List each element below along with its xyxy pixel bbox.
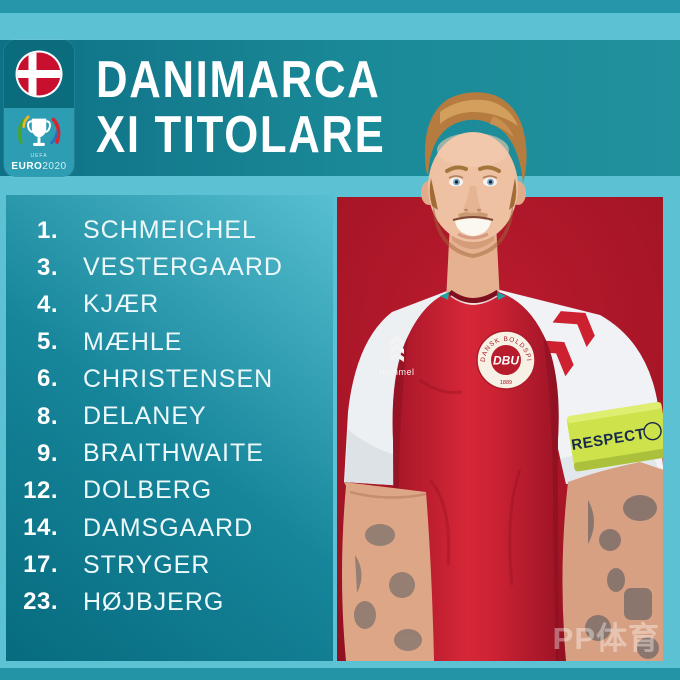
- player-number: 3.: [36, 253, 58, 281]
- player-hair: [424, 92, 527, 210]
- svg-text:hummel: hummel: [379, 367, 414, 377]
- euro2020-label: EURO2020: [11, 161, 67, 172]
- lineup-list: 1. SCHMEICHEL 3. VESTERGAARD 4. KJÆR 5. MÆHL…: [6, 195, 333, 661]
- top-edge-strip: [0, 0, 680, 13]
- page-title: DANIMARCA XI TITOLARE: [96, 53, 441, 163]
- nose: [463, 186, 482, 214]
- player-row: 8. DELANEY: [6, 398, 333, 435]
- player-name: DOLBERG: [83, 476, 213, 505]
- player-row: 23. HØJBJERG: [6, 584, 333, 621]
- eyebrows: [445, 165, 501, 173]
- player-row: 3. VESTERGAARD: [6, 249, 333, 286]
- player-name: DAMSGAARD: [83, 513, 254, 542]
- pp-sports-watermark: PP体育: [552, 621, 660, 656]
- player-row: 9. BRAITHWAITE: [6, 435, 333, 472]
- player-row: 5. MÆHLE: [6, 324, 333, 361]
- team-name-title: DANIMARCA: [96, 51, 381, 109]
- tattooed-right-forearm: [562, 462, 663, 661]
- respect-armband: RESPECT: [566, 401, 663, 472]
- euro2020-trophy-icon: [17, 115, 61, 146]
- player-row: 17. STRYGER: [6, 547, 333, 584]
- player-name: HØJBJERG: [83, 587, 225, 616]
- player-name: STRYGER: [83, 550, 211, 579]
- denmark-flag-icon: [15, 50, 63, 98]
- uefa-label: UEFA: [30, 153, 48, 159]
- player-row: 4. KJÆR: [6, 286, 333, 323]
- player-name: KJÆR: [83, 290, 160, 319]
- starting-xi-subtitle: XI TITOLARE: [96, 106, 386, 164]
- player-row: 1. SCHMEICHEL: [6, 212, 333, 249]
- player-neck: [446, 222, 500, 309]
- svg-text:1889: 1889: [500, 380, 512, 386]
- player-row: 14. DAMSGAARD: [6, 510, 333, 547]
- tattooed-left-forearm: [342, 482, 434, 661]
- player-number: 17.: [23, 551, 58, 579]
- player-name: DELANEY: [83, 402, 207, 431]
- player-row: 12. DOLBERG: [6, 472, 333, 509]
- flag-section: [4, 40, 74, 108]
- player-number: 6.: [36, 365, 58, 393]
- player-number: 1.: [36, 216, 58, 244]
- bottom-edge-strip: [0, 668, 680, 680]
- player-number: 5.: [36, 328, 58, 356]
- player-number: 4.: [36, 290, 58, 318]
- player-name: VESTERGAARD: [83, 253, 283, 282]
- player-number: 14.: [23, 514, 58, 542]
- header-band: [0, 40, 680, 176]
- player-number: 23.: [23, 588, 58, 616]
- player-number: 12.: [23, 476, 58, 504]
- player-name: MÆHLE: [83, 327, 183, 356]
- player-name: CHRISTENSEN: [83, 364, 274, 393]
- svg-text:DBU: DBU: [493, 354, 519, 368]
- player-row: 6. CHRISTENSEN: [6, 361, 333, 398]
- player-number: 9.: [36, 439, 58, 467]
- eyes: [448, 175, 498, 187]
- player-name: BRAITHWAITE: [83, 439, 264, 468]
- player-name: SCHMEICHEL: [83, 216, 257, 245]
- tournament-badge: UEFA EURO2020: [4, 40, 74, 177]
- hummel-logo: hummel: [379, 336, 414, 377]
- player-head: [421, 92, 527, 258]
- smiling-mouth: [452, 216, 494, 240]
- euro2020-section: UEFA EURO2020: [4, 108, 74, 177]
- player-number: 8.: [36, 402, 58, 430]
